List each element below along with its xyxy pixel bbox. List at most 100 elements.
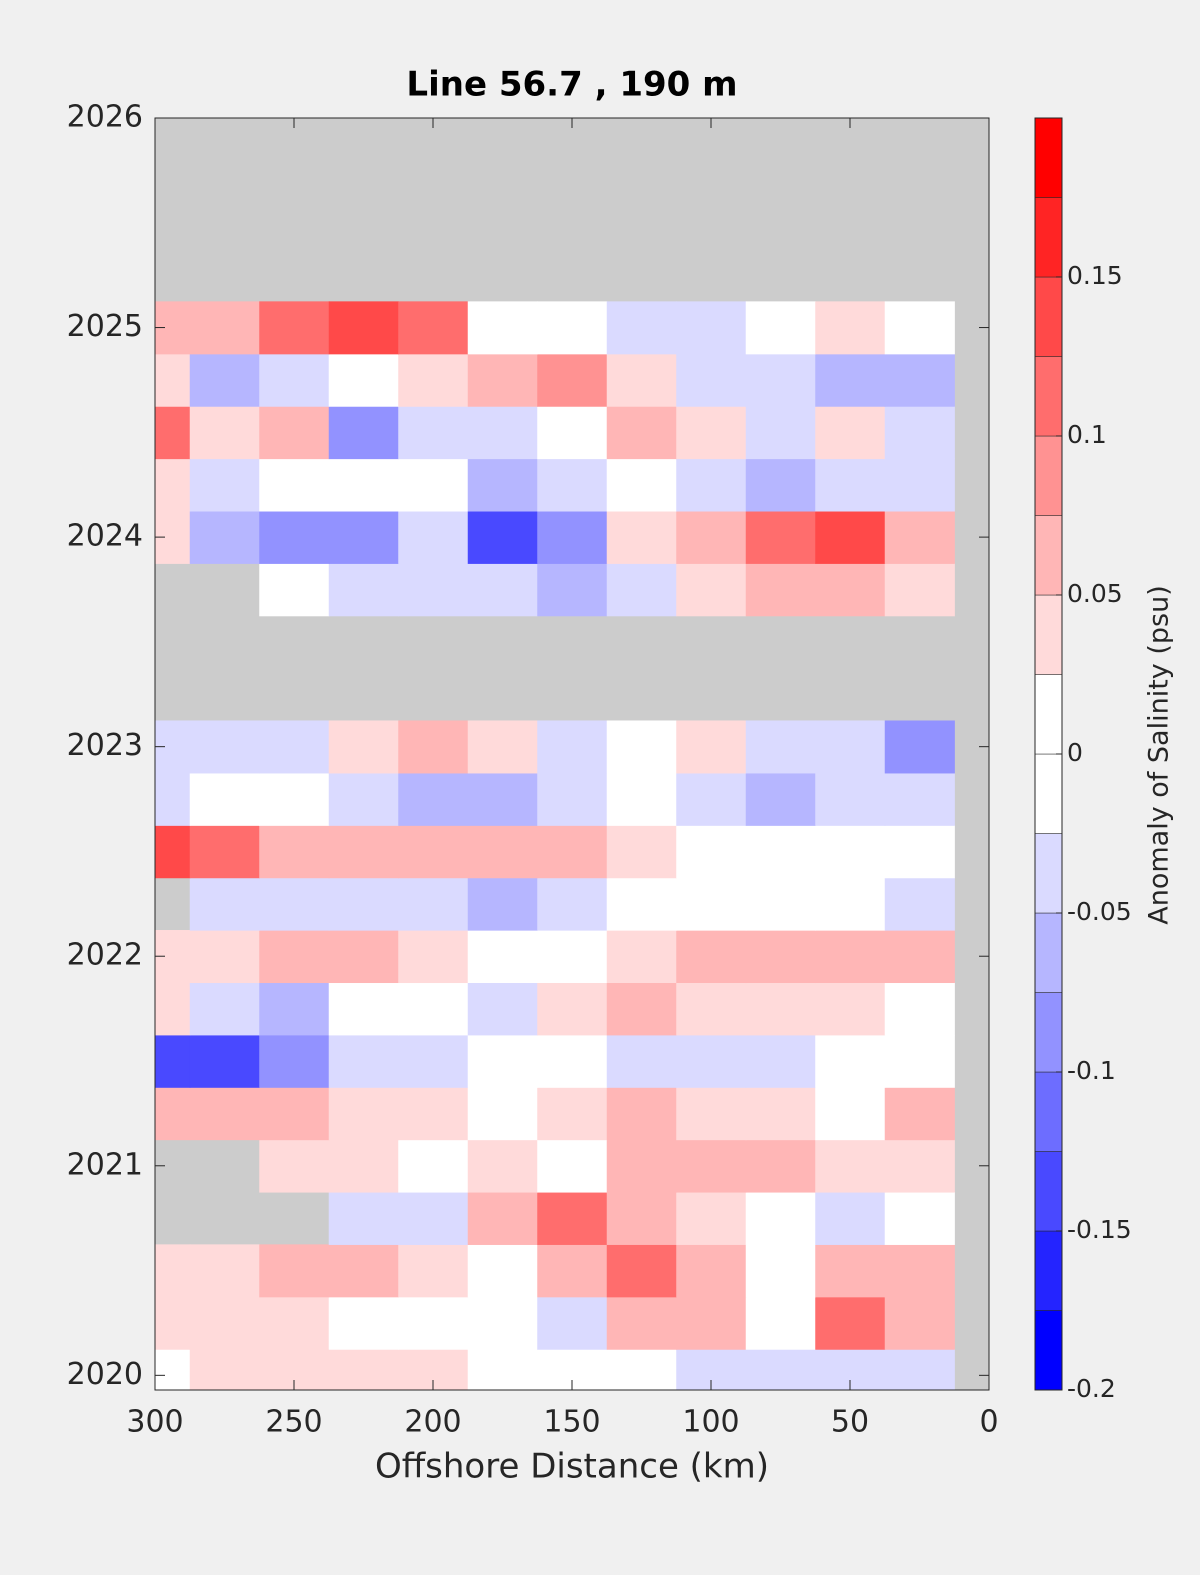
cell <box>467 1349 538 1390</box>
cell <box>884 1349 955 1390</box>
cell <box>745 406 816 460</box>
colorbar-tick-label: -0.15 <box>1067 1215 1132 1244</box>
cell <box>328 930 399 984</box>
x-tick-label: 300 <box>126 1405 183 1440</box>
cell <box>398 720 469 774</box>
cell <box>398 877 469 931</box>
cell <box>884 1296 955 1350</box>
cell <box>328 825 399 879</box>
cell <box>815 1034 886 1088</box>
cell <box>884 1244 955 1298</box>
colorbar-band <box>1034 833 1063 914</box>
cell <box>328 563 399 617</box>
cell <box>815 1087 886 1141</box>
cell <box>537 1296 608 1350</box>
cell <box>606 563 677 617</box>
cell <box>189 930 260 984</box>
cell <box>398 772 469 826</box>
colorbar-tick-label: 0.1 <box>1067 420 1107 449</box>
cell <box>537 1139 608 1193</box>
cell <box>537 353 608 407</box>
colorbar-tick-label: -0.1 <box>1067 1056 1116 1085</box>
colorbar-label: Anomaly of Salinity (psu) <box>1144 585 1175 924</box>
field <box>155 118 989 1390</box>
chart-title: Line 56.7 , 190 m <box>406 65 737 105</box>
cell <box>745 353 816 407</box>
cell <box>745 1244 816 1298</box>
cell <box>537 877 608 931</box>
cell <box>884 1139 955 1193</box>
cell <box>537 563 608 617</box>
cell <box>815 772 886 826</box>
y-tick-label: 2026 <box>67 100 143 135</box>
cell <box>606 982 677 1036</box>
cell <box>884 1191 955 1245</box>
cell <box>189 982 260 1036</box>
x-tick-label: 150 <box>543 1405 600 1440</box>
cell <box>398 563 469 617</box>
cell <box>328 1191 399 1245</box>
cell <box>745 1296 816 1350</box>
y-tick-label: 2024 <box>67 519 143 554</box>
cell <box>467 720 538 774</box>
cell <box>884 510 955 564</box>
cell <box>815 353 886 407</box>
cell <box>328 1244 399 1298</box>
cell <box>884 301 955 355</box>
colorbar-band <box>1034 674 1063 755</box>
cell <box>398 930 469 984</box>
cell <box>189 458 260 512</box>
cell <box>745 982 816 1036</box>
cell <box>537 825 608 879</box>
cell <box>328 510 399 564</box>
cell <box>815 720 886 774</box>
colorbar-band <box>1034 515 1063 596</box>
cell <box>467 406 538 460</box>
cell <box>467 1191 538 1245</box>
cell <box>537 772 608 826</box>
cell <box>189 1034 260 1088</box>
cell <box>537 1087 608 1141</box>
cell <box>259 510 330 564</box>
cell <box>606 1034 677 1088</box>
cell <box>398 458 469 512</box>
cell <box>537 982 608 1036</box>
colorbar-tick-label: 0 <box>1067 738 1083 767</box>
x-tick-label: 100 <box>682 1405 739 1440</box>
cell <box>467 1087 538 1141</box>
cell <box>815 930 886 984</box>
cell <box>467 353 538 407</box>
x-tick-label: 250 <box>265 1405 322 1440</box>
cell <box>398 353 469 407</box>
cell <box>884 877 955 931</box>
x-tick-label: 50 <box>831 1405 869 1440</box>
cell <box>189 720 260 774</box>
cell <box>467 301 538 355</box>
cell <box>606 930 677 984</box>
cell <box>676 563 747 617</box>
x-axis-label: Offshore Distance (km) <box>375 1447 769 1487</box>
cell <box>155 772 191 826</box>
cell <box>328 1139 399 1193</box>
cell <box>884 825 955 879</box>
cell <box>606 458 677 512</box>
cell <box>328 1349 399 1390</box>
cell <box>884 353 955 407</box>
cell <box>155 1087 191 1141</box>
cell <box>745 1087 816 1141</box>
colorbar-band <box>1034 117 1063 198</box>
cell <box>398 1296 469 1350</box>
cell <box>606 301 677 355</box>
cell <box>606 1296 677 1350</box>
cell <box>328 1087 399 1141</box>
colorbar-band <box>1034 276 1063 357</box>
cell <box>884 720 955 774</box>
cell <box>676 406 747 460</box>
cell <box>398 1191 469 1245</box>
cell <box>467 825 538 879</box>
cell <box>537 510 608 564</box>
cell <box>467 510 538 564</box>
cell <box>815 563 886 617</box>
cell <box>259 825 330 879</box>
cell <box>815 825 886 879</box>
